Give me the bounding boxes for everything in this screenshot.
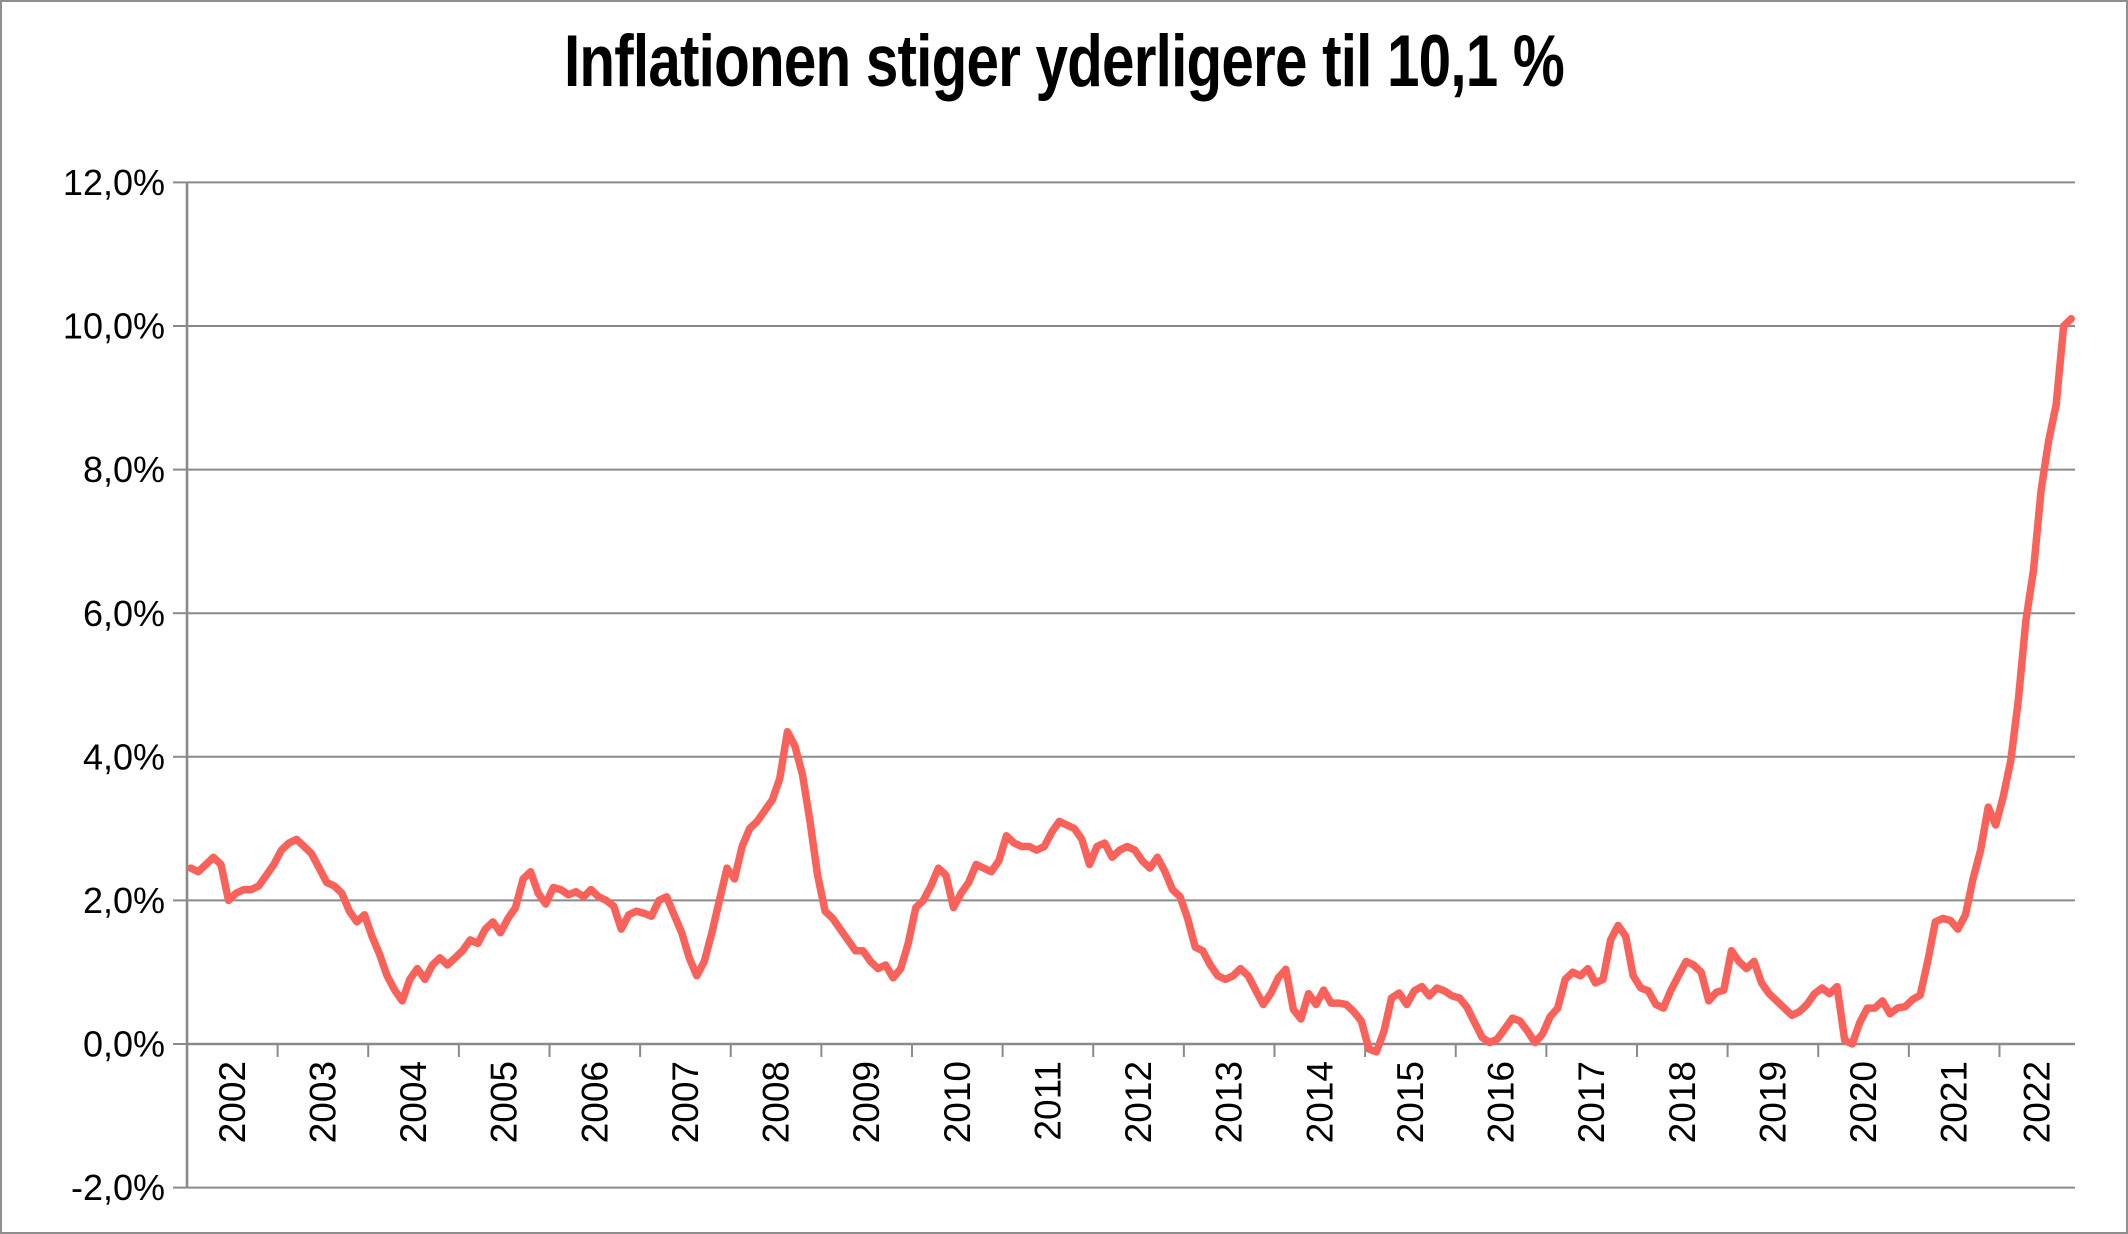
y-axis-label: 2,0% [83, 880, 165, 921]
x-axis-year-label: 2022 [2017, 1061, 2058, 1143]
y-axis-label: 10,0% [63, 306, 165, 347]
x-axis-year-label: 2016 [1481, 1061, 1522, 1143]
x-axis-year-label: 2013 [1209, 1061, 1250, 1143]
x-axis-year-label: 2005 [484, 1061, 525, 1143]
chart-title: Inflationen stiger yderligere til 10,1 % [563, 21, 1565, 102]
x-axis-year-label: 2020 [1843, 1061, 1884, 1143]
inflation-series-line [187, 315, 2075, 1056]
x-axis-year-label: 2011 [1027, 1061, 1068, 1141]
x-axis-year-label: 2010 [937, 1061, 978, 1143]
x-axis-labels: 2002 2003 2004 2005 2006 2007 2008 2009 2010 2011… [212, 1061, 2058, 1143]
x-axis-year-label: 2008 [756, 1061, 797, 1143]
x-axis-year-label: 2019 [1752, 1061, 1793, 1143]
y-axis-label: 8,0% [83, 449, 165, 490]
x-axis-year-label: 2014 [1299, 1061, 1340, 1143]
x-axis-year-label: 2009 [846, 1061, 887, 1143]
y-axis-label: 12,0% [63, 162, 165, 203]
x-axis-year-label: 2007 [665, 1061, 706, 1143]
x-axis-year-label: 2012 [1118, 1061, 1159, 1143]
y-axis-labels: 12,0% 10,0% 8,0% 6,0% 4,0% 2,0% 0,0% -2,0% [63, 162, 165, 1208]
y-axis-label: -2,0% [71, 1167, 165, 1208]
x-axis-year-label: 2018 [1662, 1061, 1703, 1143]
x-axis-year-label: 2017 [1571, 1061, 1612, 1143]
gridlines [173, 181, 2075, 1189]
x-axis-year-label: 2006 [574, 1061, 615, 1143]
x-axis-year-label: 2002 [212, 1061, 253, 1143]
y-axis-label: 6,0% [83, 593, 165, 634]
y-axis-label: 0,0% [83, 1024, 165, 1065]
x-axis-year-label: 2003 [302, 1061, 343, 1143]
y-axis-label: 4,0% [83, 736, 165, 777]
x-axis-year-label: 2015 [1390, 1061, 1431, 1143]
x-axis-year-label: 2004 [393, 1061, 434, 1143]
x-axis-ticks [276, 1044, 2001, 1057]
x-axis-year-label: 2021 [1934, 1061, 1975, 1143]
